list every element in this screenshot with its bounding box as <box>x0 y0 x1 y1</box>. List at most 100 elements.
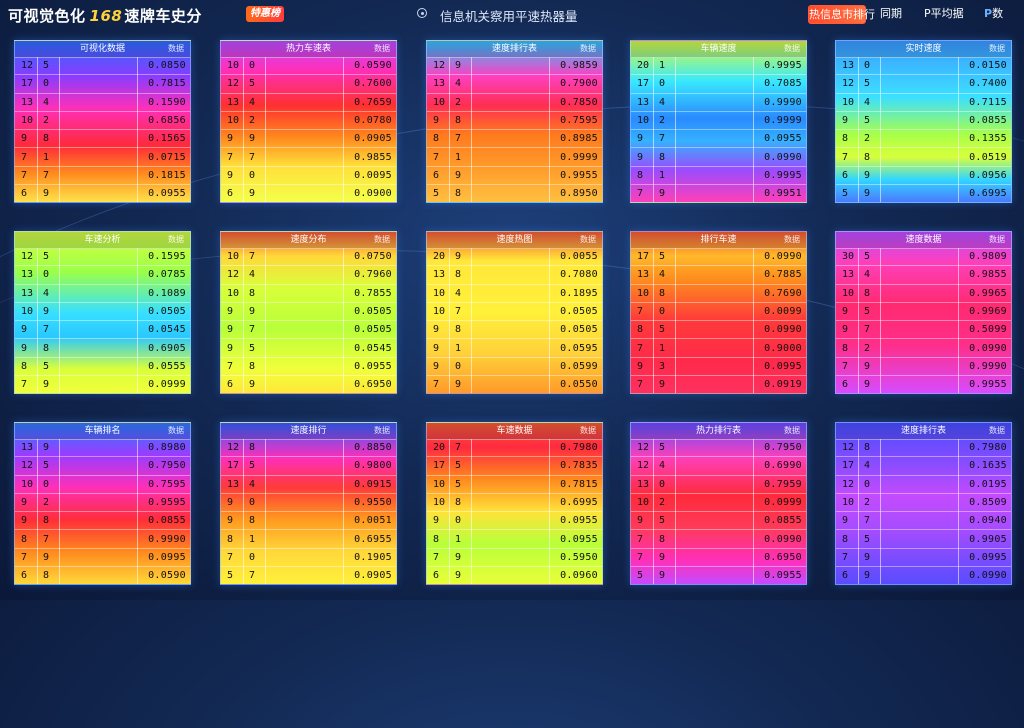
row-index: 7 <box>21 551 28 563</box>
card-tag: 数据 <box>374 426 390 435</box>
column-divider <box>675 57 676 202</box>
card-title-text: 速度分布 <box>290 235 327 245</box>
ranking-button[interactable]: 热信息市排行 <box>808 5 875 24</box>
card-tag: 数据 <box>989 235 1005 244</box>
row-count: 5 <box>249 460 256 472</box>
table-row: 17 5 0.0990 <box>631 248 806 267</box>
table-row: 9 9 0.0905 <box>221 130 396 149</box>
table-row: 10 0 0.0590 <box>221 57 396 76</box>
row-count: 9 <box>864 360 871 372</box>
row-count: 3 <box>659 360 666 372</box>
card-tag: 数据 <box>168 426 184 435</box>
column-divider <box>59 57 60 202</box>
row-value: 0.0995 <box>969 551 1007 563</box>
row-index: 12 <box>227 442 240 453</box>
card-title-text: 可视化数据 <box>79 44 125 54</box>
table-row: 9 0 0.0955 <box>427 512 602 531</box>
table-row: 8 7 0.8985 <box>427 130 602 149</box>
row-value: 0.9550 <box>354 496 392 508</box>
row-value: 0.7115 <box>969 96 1007 108</box>
card-table: 20 1 0.9995 17 0 0.7085 13 4 0.9990 10 2 0.9999 9 7 0.… <box>631 57 806 202</box>
target-icon[interactable] <box>417 8 427 18</box>
table-row: 12 8 0.8850 <box>221 439 396 458</box>
heatmap-card[interactable]: 速度热图 数据 20 9 0.0055 13 8 0.7080 10 4 0.1895 10 7 0.05… <box>426 231 603 394</box>
row-value: 0.7855 <box>354 287 392 299</box>
column-divider <box>653 439 654 584</box>
row-value: 0.5099 <box>969 324 1007 336</box>
row-count: 1 <box>249 533 256 545</box>
column-divider <box>59 248 60 393</box>
row-index: 8 <box>842 533 849 545</box>
row-value: 0.9595 <box>148 496 186 508</box>
table-row: 6 9 0.0900 <box>221 185 396 202</box>
table-row: 20 1 0.9995 <box>631 57 806 76</box>
row-value: 0.0195 <box>969 478 1007 490</box>
row-index: 10 <box>842 96 855 108</box>
row-count: 9 <box>249 188 256 200</box>
row-value: 0.6856 <box>148 114 186 126</box>
row-count: 9 <box>43 188 50 200</box>
row-value: 0.0715 <box>148 151 186 163</box>
row-index: 7 <box>842 360 849 372</box>
row-count: 5 <box>864 251 871 262</box>
table-row: 10 0 0.7595 <box>15 476 190 494</box>
row-index: 12 <box>21 460 34 472</box>
card-title: 实时速度 数据 <box>836 41 1011 58</box>
heatmap-card[interactable]: 排行车速 数据 17 5 0.0990 13 4 0.7885 10 8 0.7690 7 0 0.009… <box>630 231 807 394</box>
table-row: 10 9 0.0505 <box>15 303 190 322</box>
row-count: 9 <box>455 60 462 71</box>
heatmap-card[interactable]: 车辆排名 数据 13 9 0.8980 12 5 0.7950 10 0 0.7595 9 2 0.959… <box>14 422 191 585</box>
data-button-prefix: P <box>984 7 993 20</box>
heatmap-card[interactable]: 热力车速表 数据 10 0 0.0590 12 5 0.7600 13 4 0.7659 10 2 0.0… <box>220 40 397 203</box>
row-index: 17 <box>433 460 446 472</box>
heatmap-card[interactable]: 速度排行表 数据 12 8 0.7980 17 4 0.1635 12 0 0.0195 10 2 0.8… <box>835 422 1012 585</box>
heatmap-card[interactable]: 速度分布 数据 10 7 0.0750 12 4 0.7960 10 8 0.7855 9 9 0.050… <box>220 231 397 394</box>
data-button[interactable]: P数 <box>984 5 1003 22</box>
row-count: 0 <box>43 269 50 281</box>
row-value: 0.7980 <box>969 442 1007 453</box>
column-divider <box>675 439 676 584</box>
row-value: 0.7595 <box>560 114 598 126</box>
average-button[interactable]: P平均据 <box>924 7 964 20</box>
row-value: 0.1815 <box>148 169 186 181</box>
card-title: 可视化数据 数据 <box>15 41 190 58</box>
table-row: 9 8 0.0505 <box>427 321 602 340</box>
row-value: 0.7885 <box>764 269 802 281</box>
card-title-text: 车速分析 <box>84 235 121 245</box>
column-divider <box>37 57 38 202</box>
table-row: 6 9 0.0990 <box>836 567 1011 584</box>
row-count: 2 <box>864 496 871 508</box>
card-title-text: 车辆排名 <box>84 426 121 436</box>
card-title-text: 速度排行 <box>290 426 327 436</box>
heatmap-card[interactable]: 可视化数据 数据 12 5 0.0850 17 0 0.7815 13 4 0.1590 10 2 0.6… <box>14 40 191 203</box>
period-button[interactable]: 同期 <box>880 7 902 20</box>
heatmap-card[interactable]: 速度排行 数据 12 8 0.8850 17 5 0.9800 13 4 0.0915 9 0 0.955… <box>220 422 397 585</box>
table-row: 9 0 0.9550 <box>221 494 396 513</box>
row-index: 20 <box>433 442 446 453</box>
row-count: 8 <box>249 442 256 453</box>
table-row: 10 7 0.0750 <box>221 248 396 267</box>
table-row: 12 5 0.7400 <box>836 75 1011 94</box>
card-table: 12 8 0.7980 17 4 0.1635 12 0 0.0195 10 2 0.8509 9 7 0.… <box>836 439 1011 584</box>
table-row: 10 2 0.6856 <box>15 112 190 131</box>
heatmap-card[interactable]: 实时速度 数据 13 0 0.0150 12 5 0.7400 10 4 0.7115 9 5 0.085… <box>835 40 1012 203</box>
heatmap-card[interactable]: 速度数据 数据 30 5 0.9809 13 4 0.9855 10 8 0.9965 9 5 0.996… <box>835 231 1012 394</box>
row-value: 0.6995 <box>560 496 598 508</box>
table-row: 17 0 0.7085 <box>631 75 806 94</box>
heatmap-card[interactable]: 车速数据 数据 20 7 0.7980 17 5 0.7835 10 5 0.7815 10 8 0.69… <box>426 422 603 585</box>
table-row: 5 8 0.8950 <box>427 185 602 202</box>
heatmap-card[interactable]: 速度排行表 数据 12 9 0.9859 13 4 0.7900 10 2 0.7850 9 8 0.75… <box>426 40 603 203</box>
row-count: 9 <box>43 442 50 453</box>
heatmap-card[interactable]: 车速分析 数据 12 5 0.1595 13 0 0.0785 13 4 0.1089 10 9 0.05… <box>14 231 191 394</box>
row-value: 0.9855 <box>354 151 392 163</box>
table-row: 17 5 0.9800 <box>221 457 396 476</box>
table-row: 12 5 0.7950 <box>631 439 806 458</box>
table-row: 13 4 0.7659 <box>221 94 396 112</box>
heatmap-card[interactable]: 热力排行表 数据 12 5 0.7950 12 4 0.6990 13 0 0.7959 10 2 0.0… <box>630 422 807 585</box>
table-row: 7 9 0.6950 <box>631 549 806 568</box>
column-divider <box>549 248 550 393</box>
card-tag: 数据 <box>580 426 596 435</box>
table-row: 12 4 0.7960 <box>221 266 396 285</box>
heatmap-card[interactable]: 车辆速度 数据 20 1 0.9995 17 0 0.7085 13 4 0.9990 10 2 0.99… <box>630 40 807 203</box>
row-index: 5 <box>433 188 440 200</box>
